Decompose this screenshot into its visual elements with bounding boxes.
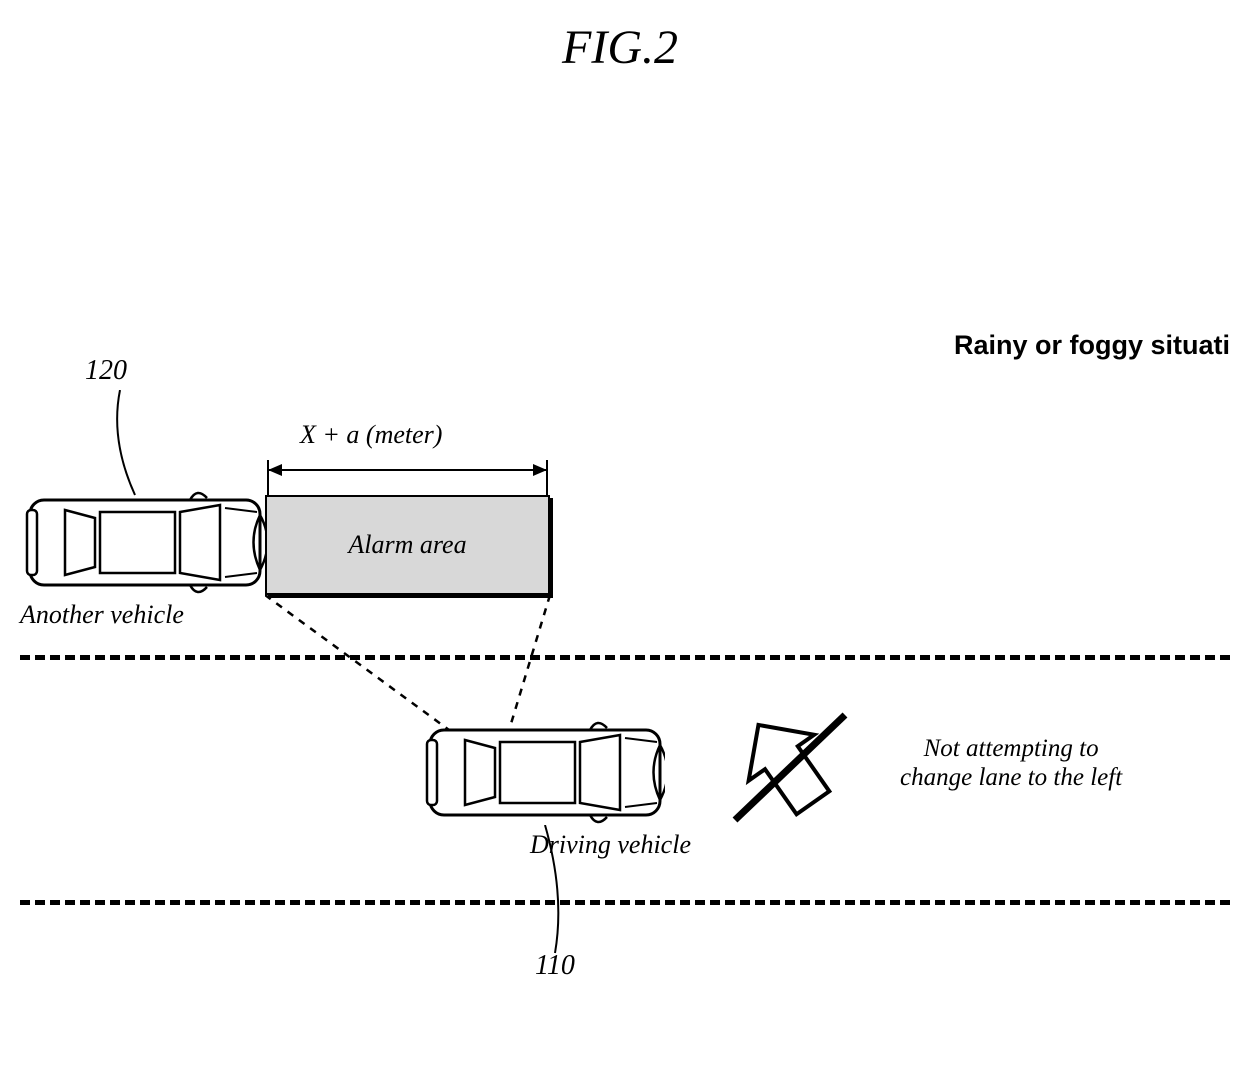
other-vehicle-label: Another vehicle <box>20 600 184 630</box>
ref-110-leader <box>540 825 570 955</box>
lane-line-bottom <box>20 900 1230 905</box>
dimension-label: X + a (meter) <box>300 420 442 450</box>
figure-title: FIG.2 <box>0 20 1240 75</box>
driving-vehicle <box>425 720 665 825</box>
other-vehicle <box>25 490 265 595</box>
ref-120-leader <box>100 390 150 500</box>
not-attempting-line2: change lane to the left <box>900 764 1122 791</box>
alarm-area-label: Alarm area <box>348 530 466 560</box>
ref-number-110: 110 <box>535 950 575 982</box>
situation-label: Rainy or foggy situati <box>954 330 1230 361</box>
alarm-area: Alarm area <box>265 495 550 595</box>
dimension-arrows <box>265 455 550 495</box>
not-attempting-line1: Not attempting to <box>924 735 1099 762</box>
lane-line-top <box>20 655 1230 660</box>
no-lane-change-icon <box>720 700 860 840</box>
not-attempting-label: Not attempting to change lane to the lef… <box>900 735 1122 793</box>
ref-number-120: 120 <box>85 355 127 387</box>
